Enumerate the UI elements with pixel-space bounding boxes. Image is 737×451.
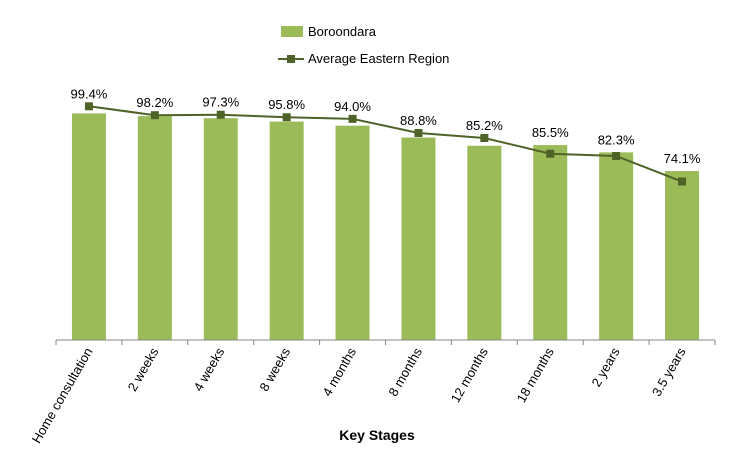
bar	[401, 137, 436, 340]
x-tick-label: 12 months	[448, 345, 492, 406]
line-point	[150, 111, 159, 120]
x-tick-label: Home consultation	[29, 345, 96, 446]
line-point	[282, 113, 291, 122]
bar	[71, 113, 106, 340]
legend-label-eastern: Average Eastern Region	[308, 51, 449, 66]
legend-marker-eastern	[287, 55, 295, 63]
bar	[137, 116, 172, 340]
x-tick-label: 8 weeks	[256, 345, 293, 394]
x-axis-title: Key Stages	[339, 427, 415, 443]
bar	[467, 145, 502, 340]
x-tick-label: 3.5 years	[649, 345, 689, 399]
bar	[665, 171, 700, 340]
x-tick-label: 4 months	[319, 345, 359, 399]
legend-swatch-boroondara	[281, 26, 303, 37]
bar-value-label: 74.1%	[664, 151, 701, 166]
bar-value-label: 88.8%	[400, 113, 437, 128]
line-series-group	[84, 102, 687, 186]
legend-label-boroondara: Boroondara	[308, 24, 377, 39]
line-point	[612, 152, 621, 161]
x-tick-label: 2 years	[588, 345, 623, 390]
line-point	[414, 128, 423, 137]
bar	[599, 152, 634, 340]
line-point	[216, 110, 225, 119]
legend: Boroondara Average Eastern Region	[278, 24, 449, 66]
bar	[269, 121, 304, 341]
bar-value-label: 99.4%	[71, 86, 108, 101]
bar	[533, 145, 568, 340]
bar-value-label: 94.0%	[334, 99, 371, 114]
x-tick-label: 2 weeks	[125, 345, 162, 394]
x-tick-label: 18 months	[514, 345, 558, 406]
bar-value-label: 97.3%	[202, 95, 239, 110]
line-point	[480, 133, 489, 142]
bar	[335, 125, 370, 341]
bar-value-label: 85.5%	[532, 125, 569, 140]
line-point	[84, 102, 93, 111]
line-point	[546, 149, 555, 158]
bar-value-label: 85.2%	[466, 118, 503, 133]
bar-value-label: 98.2%	[136, 95, 173, 110]
bar-value-label: 95.8%	[268, 97, 305, 112]
x-tick-label: 8 months	[385, 345, 425, 399]
bar-label-group: 99.4% 98.2% 97.3% 95.8% 94.0% 88.8% 85.2% 85.5%…	[71, 86, 701, 166]
x-tick-label: 4 weeks	[191, 345, 228, 394]
line-series-eastern	[88, 105, 683, 183]
bar-group	[71, 113, 700, 341]
bar-value-label: 82.3%	[598, 132, 635, 147]
line-point	[678, 177, 687, 186]
bar	[203, 118, 238, 340]
line-point	[348, 114, 357, 123]
